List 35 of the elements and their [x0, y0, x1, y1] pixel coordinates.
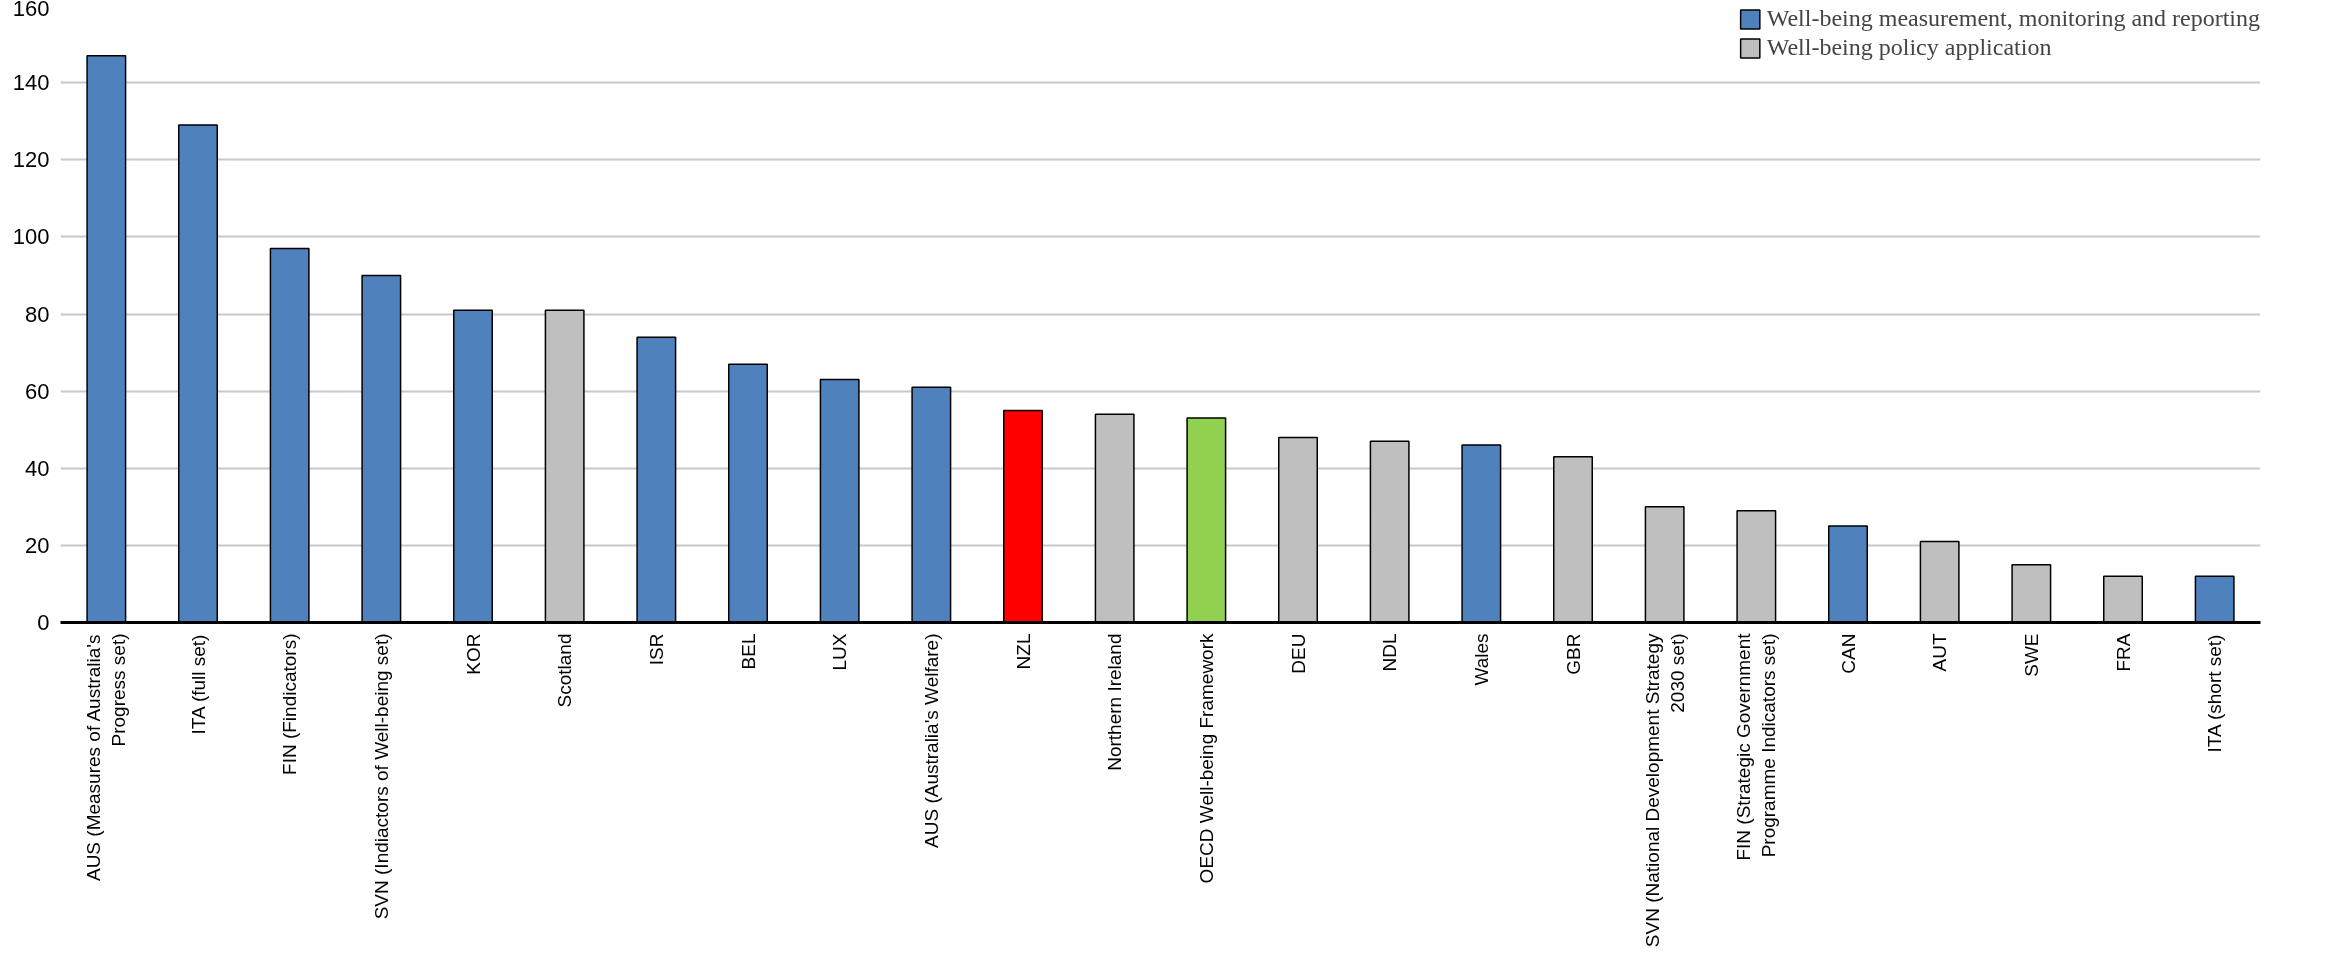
x-tick-label: KOR: [462, 633, 484, 675]
x-tick-label: Wales: [1470, 633, 1492, 686]
y-tick-label: 40: [25, 455, 50, 481]
x-tick-label: CAN: [1837, 633, 1859, 674]
x-tick-label: AUT: [1929, 633, 1951, 672]
y-tick-label: 120: [12, 147, 50, 173]
x-tick-label: SVN (National Development Strategy 2030 set): [1641, 633, 1688, 948]
x-tick-label: ITA (short set): [2204, 634, 2226, 753]
y-tick-label: 160: [12, 0, 50, 21]
x-tick-label: SWE: [2020, 633, 2042, 677]
x-tick-label: ITA (full set): [187, 634, 209, 735]
y-tick-label: 100: [12, 224, 50, 250]
y-tick-label: 0: [37, 610, 50, 635]
x-tick-label: LUX: [829, 633, 851, 671]
x-tick-label: BEL: [737, 633, 759, 670]
x-tick-label: NZL: [1012, 633, 1034, 670]
x-tick-label: FRA: [2112, 633, 2134, 672]
x-tick-label: FIN (Strategic Government Programme Indicators set): [1733, 632, 1780, 861]
x-tick-label: ISR: [645, 633, 667, 666]
x-tick-label: OECD Well-being Framework: [1195, 633, 1217, 884]
y-tick-label: 20: [25, 532, 50, 558]
legend-label: Well-being policy application: [1766, 34, 2052, 61]
x-tick-label: FIN (Findicators): [279, 633, 301, 775]
x-tick-label: GBR: [1562, 633, 1584, 675]
y-tick-label: 140: [12, 70, 50, 96]
x-tick-label: Northern Ireland: [1104, 633, 1126, 771]
x-tick-label: SVN (Indiactors of Well-being set): [370, 633, 392, 920]
x-tick-label: DEU: [1287, 633, 1309, 674]
x-tick-label: AUS (Australia's Welfare): [920, 633, 942, 848]
x-tick-label: NDL: [1379, 633, 1401, 672]
y-tick-label: 80: [25, 301, 50, 327]
x-tick-label: AUS (Measures of Australia's Progress set): [83, 633, 130, 882]
x-tick-label: Scotland: [554, 633, 576, 708]
y-tick-label: 60: [25, 378, 50, 404]
legend-label: Well-being measurement, monitoring and reporting: [1766, 5, 2260, 32]
